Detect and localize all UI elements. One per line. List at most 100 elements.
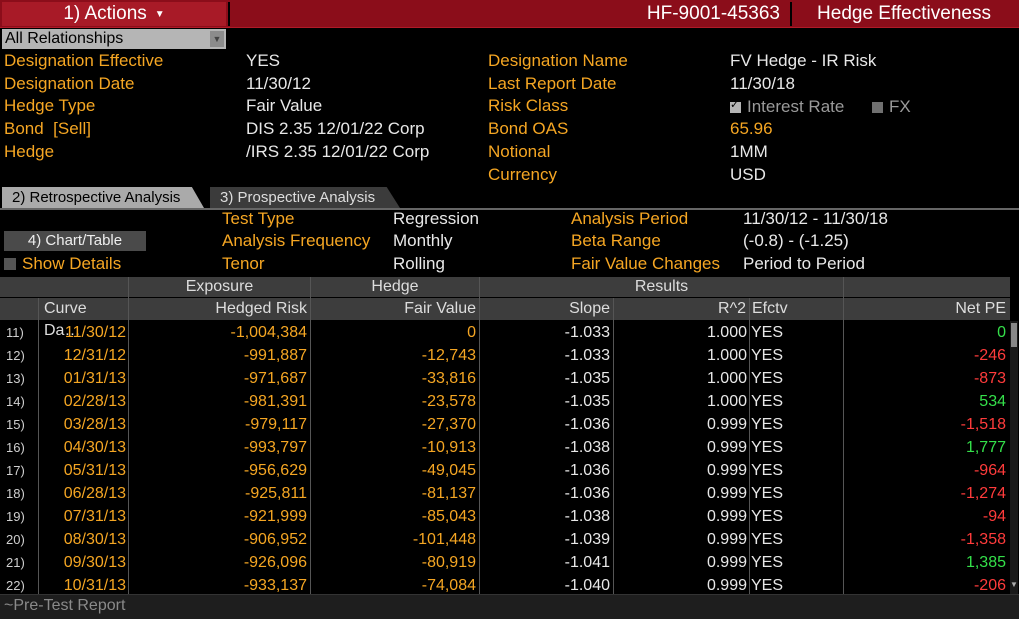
fair-value-changes-value: Period to Period xyxy=(743,254,865,273)
hedged-risk-cell: -921,999 xyxy=(243,508,307,525)
col-header-efctv[interactable]: Efctv xyxy=(750,298,843,320)
risk-fx-option[interactable]: FX xyxy=(872,97,911,117)
curve-date-cell: 08/30/13 xyxy=(63,531,126,548)
curve-date-cell: 10/31/13 xyxy=(63,577,126,594)
beta-range-label: Beta Range xyxy=(571,231,661,250)
net-pe-cell: -94 xyxy=(982,508,1006,525)
efctv-cell: YES xyxy=(751,347,784,364)
slope-cell: -1.033 xyxy=(564,324,610,341)
col-header-fair-value[interactable]: Fair Value xyxy=(311,298,479,320)
chart-table-toggle-button[interactable]: 4) Chart/Table xyxy=(4,231,146,251)
col-header-r2[interactable]: R^2 xyxy=(614,298,749,320)
column-divider xyxy=(310,277,311,594)
table-row[interactable]: 22) 10/31/13 -933,137 -74,084 -1.040 0.999 YES… xyxy=(0,574,1010,597)
fair-value-cell: 0 xyxy=(467,324,476,341)
checkbox-checked-icon[interactable] xyxy=(730,98,741,114)
table-scrollbar[interactable] xyxy=(1010,321,1018,594)
table-row[interactable]: 16) 04/30/13 -993,797 -10,913 -1.038 0.999 YES… xyxy=(0,436,1010,459)
bond-label: Bond [Sell] xyxy=(4,119,91,138)
fair-value-cell: -49,045 xyxy=(421,462,476,479)
net-pe-cell: -1,358 xyxy=(960,531,1006,548)
r2-cell: 0.999 xyxy=(706,485,747,502)
hedged-risk-cell: -991,887 xyxy=(243,347,307,364)
hedged-risk-cell: -956,629 xyxy=(243,462,307,479)
last-report-date-value: 11/30/18 xyxy=(730,74,795,93)
table-row[interactable]: 15) 03/28/13 -979,117 -27,370 -1.036 0.999 YES… xyxy=(0,413,1010,436)
row-number: 17) xyxy=(6,463,25,478)
table-row[interactable]: 18) 06/28/13 -925,811 -81,137 -1.036 0.999 YES… xyxy=(0,482,1010,505)
table-row[interactable]: 11) 11/30/12 -1,004,384 0 -1.033 1.000 YES 0 xyxy=(0,321,1010,344)
risk-interest-rate-label: Interest Rate xyxy=(747,97,845,116)
scroll-down-icon[interactable]: ▼ xyxy=(1010,580,1018,589)
hedged-risk-cell: -906,952 xyxy=(243,531,307,548)
curve-date-cell: 02/28/13 xyxy=(63,393,126,410)
relationship-select[interactable]: All Relationships ▼ xyxy=(2,29,226,49)
col-header-net-pe[interactable]: Net PE xyxy=(844,298,1010,320)
risk-interest-rate-option[interactable]: Interest Rate xyxy=(730,97,844,117)
efctv-cell: YES xyxy=(751,485,784,502)
curve-date-cell: 03/28/13 xyxy=(63,416,126,433)
curve-date-cell: 09/30/13 xyxy=(63,554,126,571)
bond-value[interactable]: DIS 2.35 12/01/22 Corp xyxy=(246,119,425,138)
row-number: 12) xyxy=(6,348,25,363)
net-pe-cell: 534 xyxy=(979,393,1006,410)
curve-date-cell: 12/31/12 xyxy=(63,347,126,364)
table-row[interactable]: 12) 12/31/12 -991,887 -12,743 -1.033 1.000 YES… xyxy=(0,344,1010,367)
row-number: 14) xyxy=(6,394,25,409)
column-divider xyxy=(843,277,844,594)
hedged-risk-cell: -933,137 xyxy=(243,577,307,594)
row-number: 13) xyxy=(6,371,25,386)
table-row[interactable]: 13) 01/31/13 -971,687 -33,816 -1.035 1.000 YES… xyxy=(0,367,1010,390)
page-title: Hedge Effectiveness xyxy=(817,3,991,24)
checkbox-unchecked-icon[interactable] xyxy=(872,102,883,114)
tab-prospective-analysis[interactable]: 3) Prospective Analysis xyxy=(210,187,400,208)
col-header-slope[interactable]: Slope xyxy=(480,298,613,320)
beta-range-value: (-0.8) - (-1.25) xyxy=(743,231,849,250)
fair-value-cell: -80,919 xyxy=(421,554,476,571)
r2-cell: 1.000 xyxy=(706,393,747,410)
r2-cell: 1.000 xyxy=(706,347,747,364)
hedged-risk-cell: -979,117 xyxy=(245,416,307,433)
slope-cell: -1.041 xyxy=(564,554,610,571)
net-pe-cell: 1,385 xyxy=(965,554,1006,571)
hedged-risk-cell: -993,797 xyxy=(243,439,307,456)
show-details-checkbox[interactable] xyxy=(4,258,16,270)
row-number: 11) xyxy=(6,325,24,340)
slope-cell: -1.038 xyxy=(564,439,610,456)
analysis-frequency-label: Analysis Frequency xyxy=(222,231,371,250)
fair-value-cell: -74,084 xyxy=(421,577,476,594)
analysis-frequency-value: Monthly xyxy=(393,231,453,250)
test-type-value: Regression xyxy=(393,209,479,228)
curve-date-cell: 07/31/13 xyxy=(63,508,126,525)
tenor-value: Rolling xyxy=(393,254,445,273)
risk-class-label: Risk Class xyxy=(488,96,569,115)
net-pe-cell: -246 xyxy=(973,347,1006,364)
hedge-value[interactable]: /IRS 2.35 12/01/22 Corp xyxy=(246,142,430,161)
analysis-period-label: Analysis Period xyxy=(571,209,689,228)
tab-retrospective-analysis[interactable]: 2) Retrospective Analysis xyxy=(2,187,204,208)
col-header-curve-date[interactable]: Curve Da… xyxy=(39,298,128,339)
fair-value-changes-label: Fair Value Changes xyxy=(571,254,720,273)
col-header-hedged-risk[interactable]: Hedged Risk xyxy=(129,298,310,320)
table-row[interactable]: 19) 07/31/13 -921,999 -85,043 -1.038 0.999 YES… xyxy=(0,505,1010,528)
analysis-period-value: 11/30/12 - 11/30/18 xyxy=(743,209,888,228)
efctv-cell: YES xyxy=(751,393,784,410)
fair-value-cell: -10,913 xyxy=(421,439,476,456)
designation-effective-value: YES xyxy=(246,51,281,70)
curve-date-cell: 11/30/12 xyxy=(64,324,126,341)
slope-cell: -1.035 xyxy=(564,393,610,410)
table-row[interactable]: 20) 08/30/13 -906,952 -101,448 -1.039 0.999 YE… xyxy=(0,528,1010,551)
table-group-hedge: Hedge xyxy=(311,277,479,297)
table-row[interactable]: 14) 02/28/13 -981,391 -23,578 -1.035 1.000 YES… xyxy=(0,390,1010,413)
actions-label: 1) Actions xyxy=(63,3,147,24)
row-number: 22) xyxy=(6,578,25,593)
table-scrollbar-thumb[interactable] xyxy=(1011,323,1017,347)
dropdown-arrow-icon[interactable]: ▼ xyxy=(210,31,224,47)
actions-menu-button[interactable]: 1) Actions ▼ xyxy=(2,2,226,26)
table-row[interactable]: 17) 05/31/13 -956,629 -49,045 -1.036 0.999 YES… xyxy=(0,459,1010,482)
column-divider xyxy=(38,298,39,594)
table-row[interactable]: 21) 09/30/13 -926,096 -80,919 -1.041 0.999 YES… xyxy=(0,551,1010,574)
r2-cell: 0.999 xyxy=(706,577,747,594)
show-details-label[interactable]: Show Details xyxy=(22,254,122,273)
efctv-cell: YES xyxy=(751,416,784,433)
